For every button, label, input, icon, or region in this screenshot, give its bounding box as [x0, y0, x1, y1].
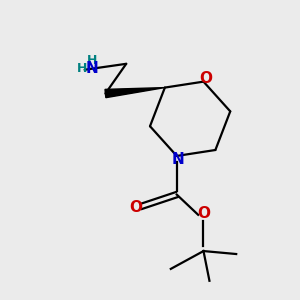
Text: O: O — [200, 70, 212, 86]
Text: O: O — [197, 206, 210, 221]
Text: O: O — [129, 200, 142, 215]
Text: H: H — [87, 54, 97, 67]
Polygon shape — [105, 88, 165, 98]
Text: H: H — [76, 62, 87, 75]
Text: N: N — [86, 61, 98, 76]
Text: N: N — [172, 152, 184, 167]
